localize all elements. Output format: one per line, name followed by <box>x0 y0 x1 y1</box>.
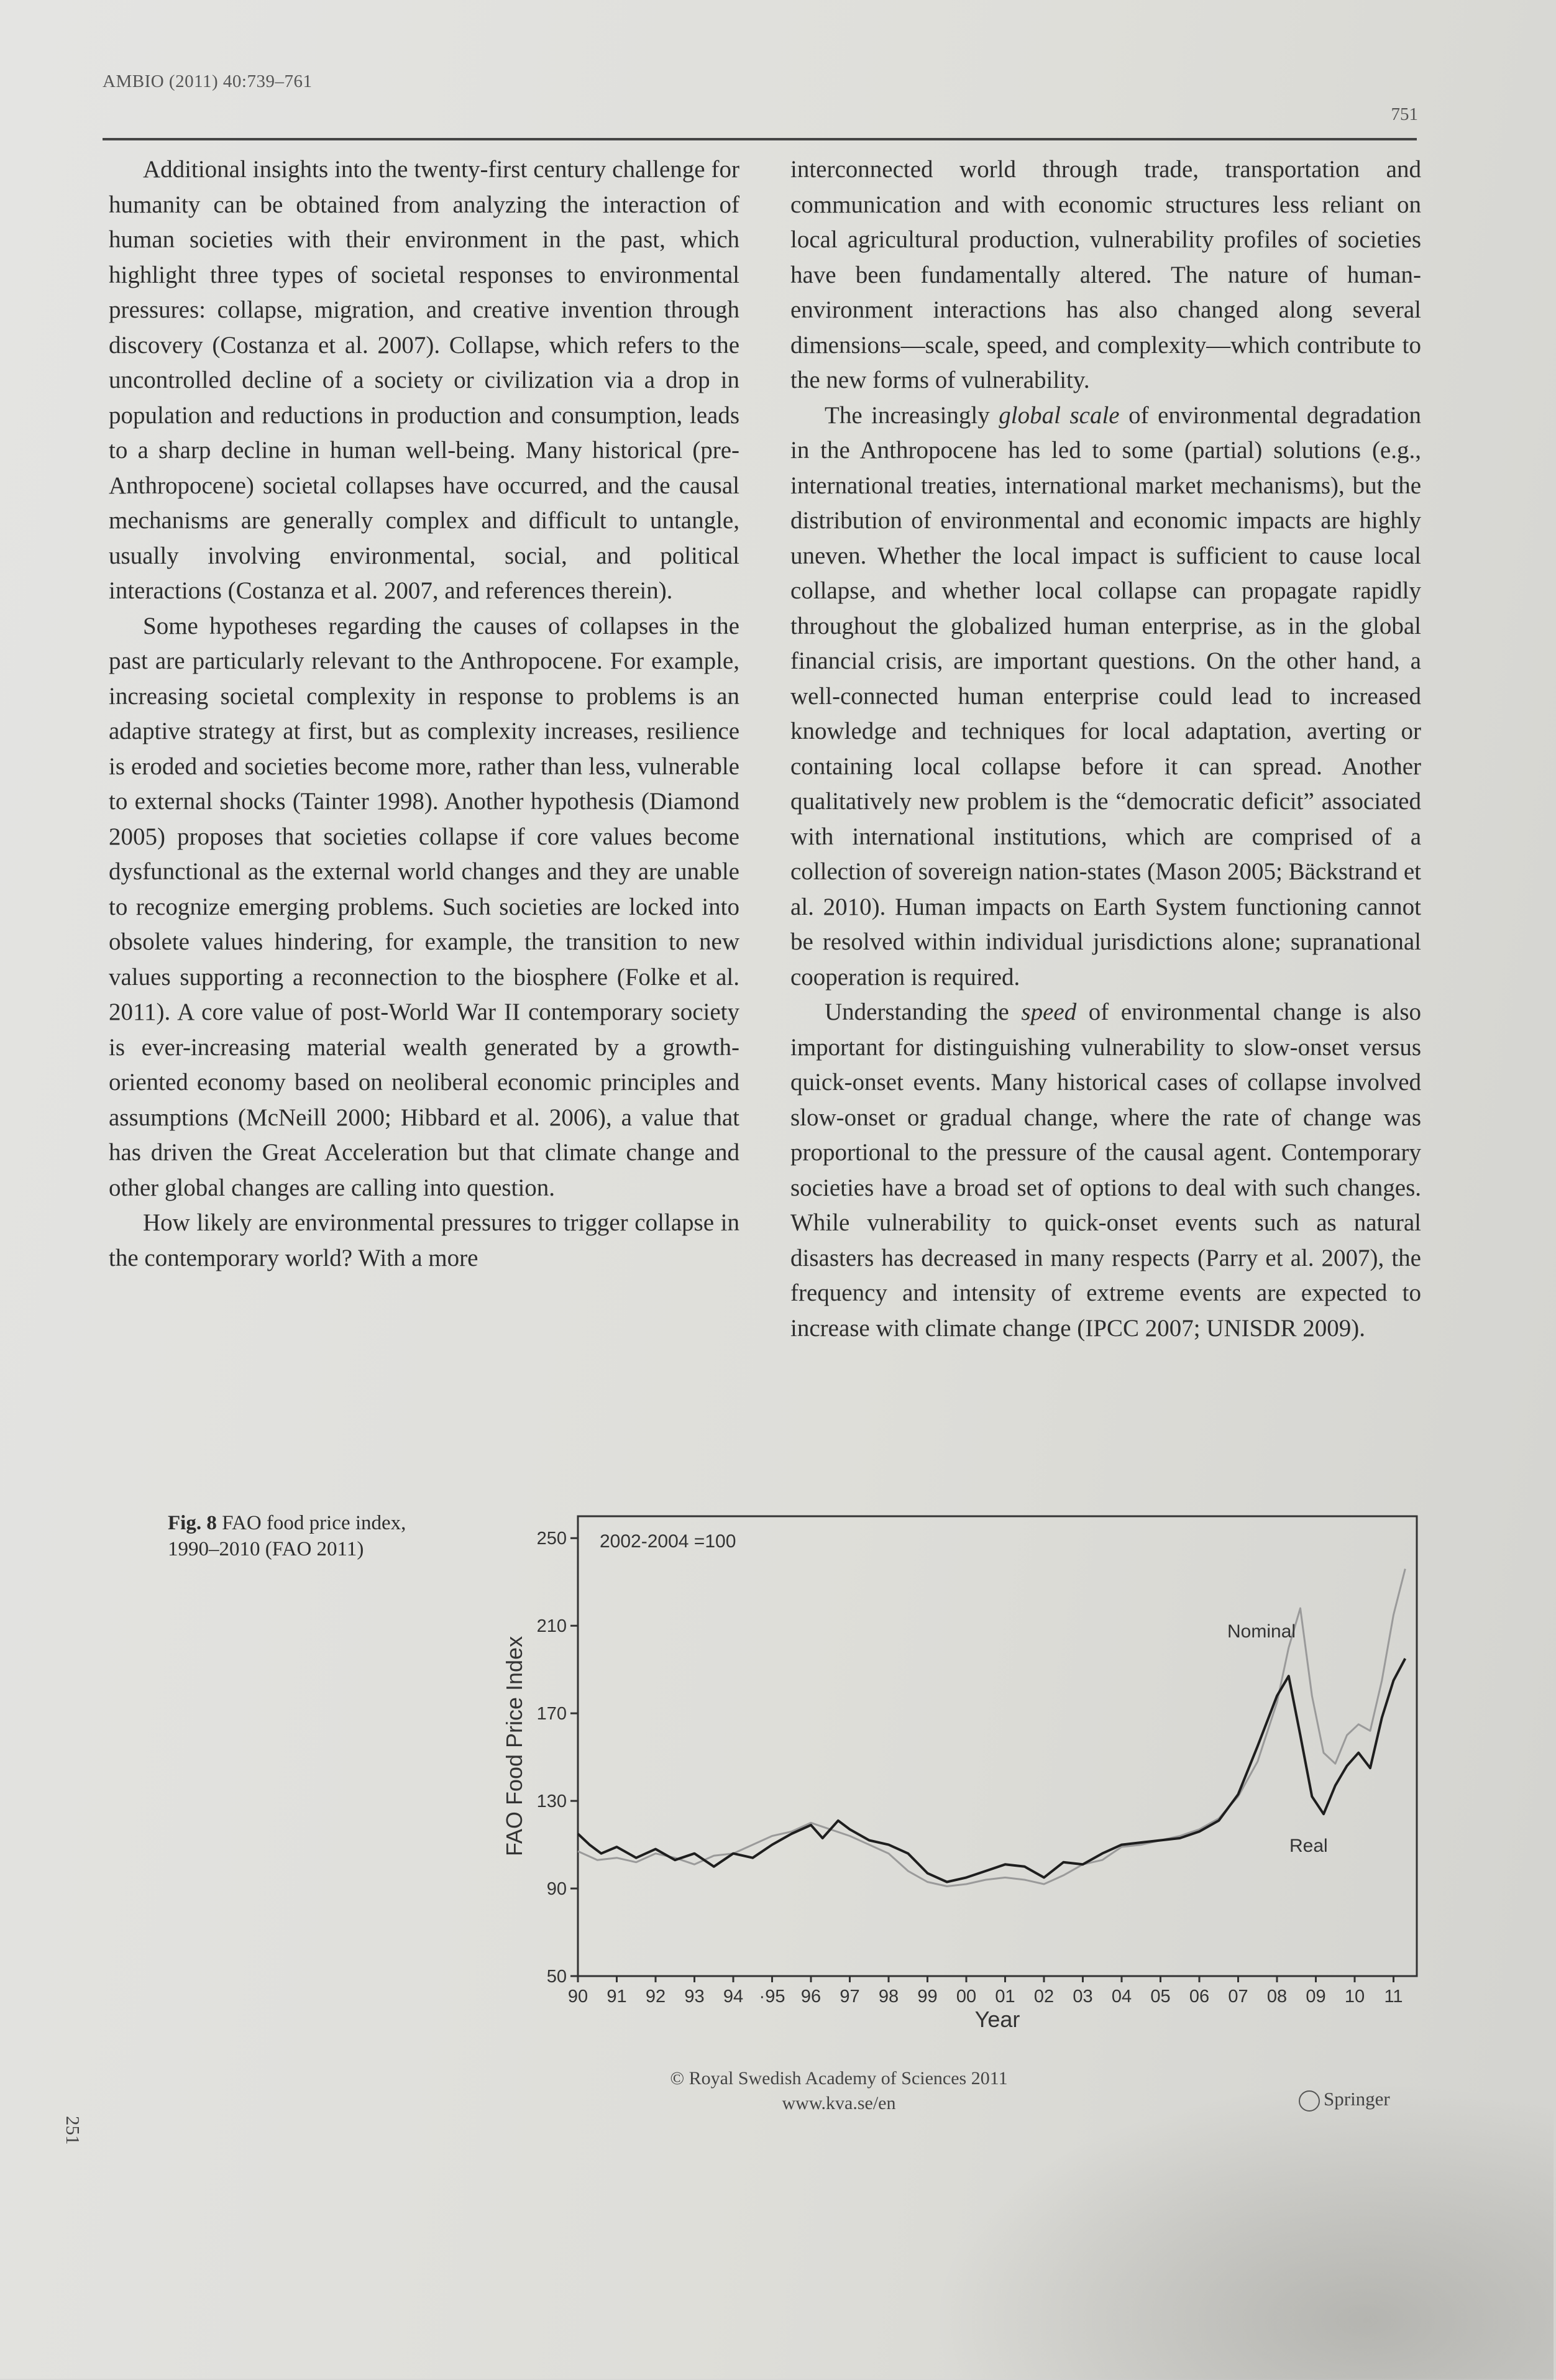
series-label-nominal: Nominal <box>1227 1621 1296 1642</box>
series-line-nominal <box>577 1568 1406 1887</box>
footer-link[interactable]: www.kva.se/en <box>782 2093 896 2113</box>
y-tick-label: 130 <box>537 1792 567 1811</box>
x-tick-label: 01 <box>995 1987 1015 2007</box>
x-tick-label: 90 <box>568 1987 588 2007</box>
x-tick-label: 98 <box>879 1987 899 2007</box>
chart-annotation: 2002-2004 =100 <box>600 1531 736 1552</box>
chart-canvas: 2002-2004 =100 FAO Food Price Index Year… <box>501 1515 1418 2032</box>
x-tick-label: 04 <box>1112 1987 1132 2007</box>
shadow <box>932 2082 1554 2380</box>
y-axis-label: FAO Food Price Index <box>501 1636 527 1856</box>
x-tick-label: 99 <box>917 1987 937 2007</box>
x-tick-label: 02 <box>1034 1987 1054 2007</box>
x-tick-label: 10 <box>1345 1987 1365 2007</box>
text-run: The increasingly <box>825 401 999 429</box>
emphasis: speed <box>1021 999 1077 1025</box>
text-run: of environmental change is also importan… <box>790 999 1422 1342</box>
x-tick-label: 97 <box>840 1987 859 2007</box>
page-number: 751 <box>1391 104 1419 124</box>
x-tick-label: 96 <box>801 1987 821 2007</box>
springer-horse-icon <box>1299 2090 1320 2112</box>
x-tick-label: 00 <box>956 1987 976 2007</box>
paragraph: The increasingly global scale of environ… <box>790 398 1421 995</box>
x-tick-label: 08 <box>1267 1987 1287 2007</box>
paragraph: Understanding the speed of environmental… <box>790 995 1421 1346</box>
figure-label: Fig. 8 <box>168 1512 217 1534</box>
left-column: Additional insights into the twenty-firs… <box>109 152 739 1276</box>
paragraph: interconnected world through trade, tran… <box>790 156 1421 393</box>
publisher-name: Springer <box>1324 2088 1390 2110</box>
series-label-real: Real <box>1289 1836 1328 1856</box>
x-tick-label: 09 <box>1306 1987 1325 2007</box>
y-tick-label: 250 <box>537 1529 567 1549</box>
x-tick-label: 06 <box>1189 1987 1209 2007</box>
series-line-real <box>577 1658 1407 1883</box>
running-head: AMBIO (2011) 40:739–761 <box>103 71 313 91</box>
plot-frame <box>577 1515 1418 1977</box>
y-tick-label: 50 <box>547 1967 567 1987</box>
y-tick-label: 90 <box>547 1879 567 1899</box>
x-axis-label: Year <box>975 2007 1020 2032</box>
x-tick-label: 94 <box>723 1987 743 2007</box>
x-tick-label: 91 <box>606 1987 626 2007</box>
publisher-mark: Springer <box>1299 2088 1390 2112</box>
x-tick-label: 93 <box>684 1987 704 2007</box>
paragraph: Additional insights into the twenty-firs… <box>109 156 739 604</box>
x-tick-label: 11 <box>1384 1987 1403 2007</box>
series-lines <box>577 1568 1407 1887</box>
right-column: interconnected world through trade, tran… <box>790 152 1421 1346</box>
paragraph: How likely are environmental pressures t… <box>109 1209 739 1271</box>
x-tick-label: 07 <box>1228 1987 1248 2007</box>
copyright-text: © Royal Swedish Academy of Sciences 2011 <box>670 2068 1008 2089</box>
food-price-chart: 2002-2004 =100 FAO Food Price Index Year… <box>497 1504 1442 2051</box>
x-tick-label: 92 <box>646 1987 666 2007</box>
figure-caption: Fig. 8 FAO food price index, 1990–2010 (… <box>168 1510 460 1562</box>
footer-copyright: © Royal Swedish Academy of Sciences 2011… <box>559 2066 1119 2116</box>
figure-caption-text: FAO food price index, 1990–2010 (FAO 201… <box>168 1512 406 1560</box>
text-run: Understanding the <box>825 999 1022 1025</box>
side-page-number: 251 <box>62 2116 84 2145</box>
paragraph: Some hypotheses regarding the causes of … <box>109 612 739 1201</box>
x-tick-label: 05 <box>1150 1987 1170 2007</box>
header-rule <box>103 138 1417 140</box>
x-tick-label: 03 <box>1073 1987 1092 2007</box>
x-tick-label: ·95 <box>759 1987 785 2007</box>
text-run: of environmental degradation in the Anth… <box>790 401 1421 991</box>
y-tick-label: 170 <box>537 1704 567 1724</box>
emphasis: global scale <box>999 401 1120 429</box>
y-tick-label: 210 <box>537 1616 567 1636</box>
